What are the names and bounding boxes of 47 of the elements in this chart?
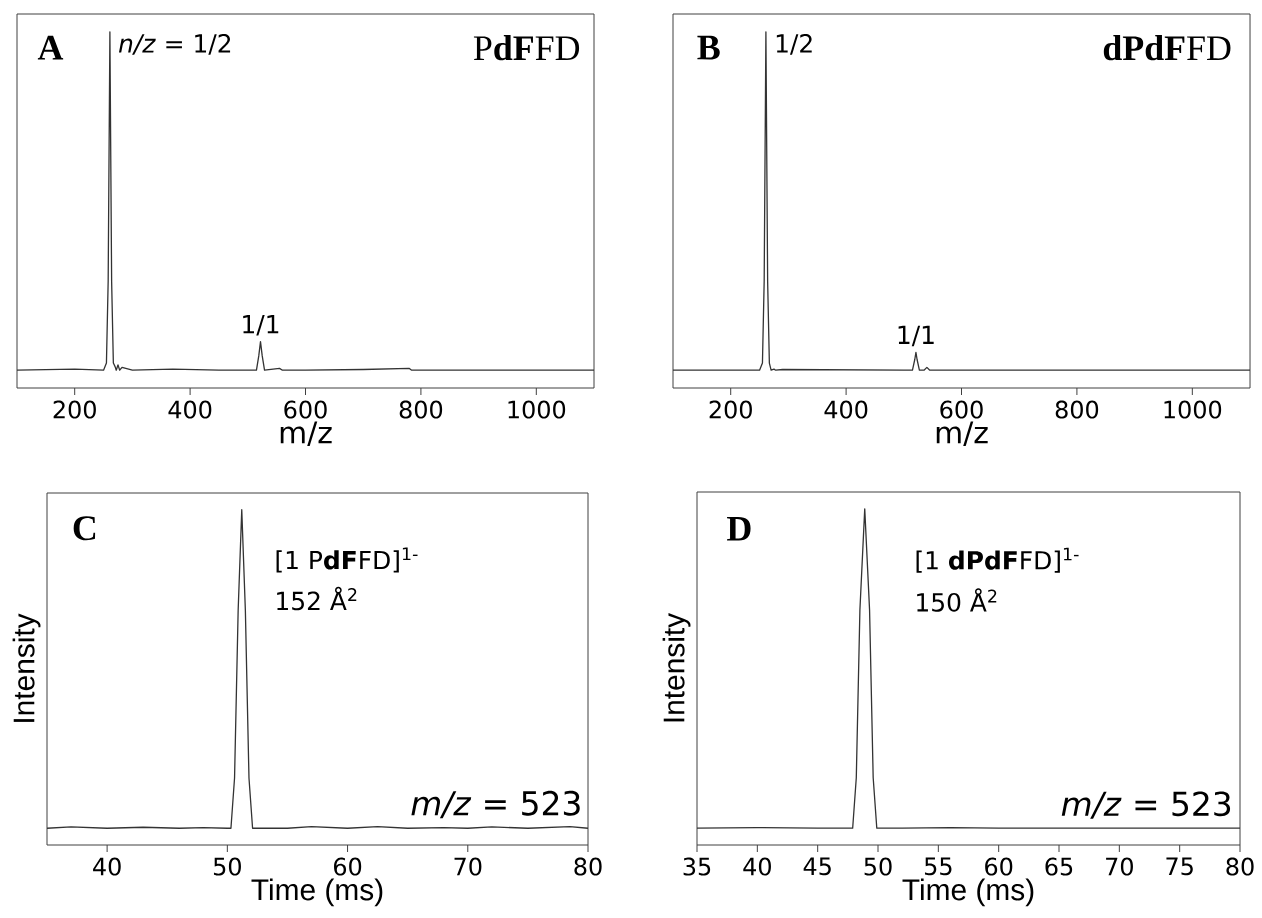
x-tick-label: 1000 <box>508 400 566 419</box>
x-tick-label: 75 <box>1166 857 1193 876</box>
x-tick-label: 40 <box>93 857 121 876</box>
x-tick-label: 200 <box>709 400 752 419</box>
annotation: C <box>73 516 96 541</box>
x-tick-label: 600 <box>940 400 983 419</box>
annotation: 150 Å$^{2}$ <box>917 588 997 612</box>
chart-title: PdFFD <box>473 35 580 61</box>
x-tick-label: 70 <box>1106 857 1133 876</box>
y-axis-title: Intensity <box>12 613 41 722</box>
annotation: A <box>37 35 64 60</box>
x-tick-label: 60 <box>985 857 1013 876</box>
x-tick-label: 35 <box>683 857 711 876</box>
x-tick-label: 60 <box>334 857 362 876</box>
x-tick-label: 600 <box>284 400 327 419</box>
x-tick-label: 80 <box>1226 857 1254 876</box>
annotation: 1/1 <box>243 315 279 336</box>
x-tick-label: 400 <box>168 400 212 419</box>
annotation: [1 dPdFFD]$^{1-}$ <box>916 547 1079 573</box>
annotation: 1/2 <box>776 34 812 55</box>
annotation: m/z = 523 <box>411 790 580 819</box>
x-axis-title: m/z <box>280 421 332 446</box>
x-tick-label: 50 <box>864 857 892 876</box>
x-tick-label: 1000 <box>1164 400 1222 419</box>
annotation: B <box>697 35 720 60</box>
x-tick-label: 200 <box>53 400 96 419</box>
x-axis-title: Time (ms) <box>251 878 383 907</box>
x-tick-label: 70 <box>454 857 482 876</box>
x-axis-title: Time (ms) <box>902 878 1034 907</box>
annotation: 152 Å$^{2}$ <box>277 586 357 611</box>
x-tick-label: 800 <box>1055 400 1099 419</box>
annotation: m/z = 523 <box>1061 791 1231 819</box>
annotation: D <box>727 516 751 541</box>
annotation: n/z = 1/2 <box>118 34 231 55</box>
chart-title: dPdFFD <box>1103 35 1231 61</box>
x-tick-label: 400 <box>824 400 868 419</box>
y-axis-title: Intensity <box>662 612 691 722</box>
x-tick-label: 800 <box>399 400 443 419</box>
x-tick-label: 55 <box>924 857 952 876</box>
x-tick-label: 40 <box>743 857 771 876</box>
x-tick-label: 80 <box>574 857 602 876</box>
x-tick-label: 50 <box>213 857 241 876</box>
x-tick-label: 65 <box>1045 857 1073 876</box>
x-tick-label: 45 <box>803 857 831 876</box>
annotation: [1 PdFFD]$^{1-}$ <box>276 547 418 573</box>
annotation: 1/1 <box>898 325 934 347</box>
x-axis-title: m/z <box>936 421 988 446</box>
